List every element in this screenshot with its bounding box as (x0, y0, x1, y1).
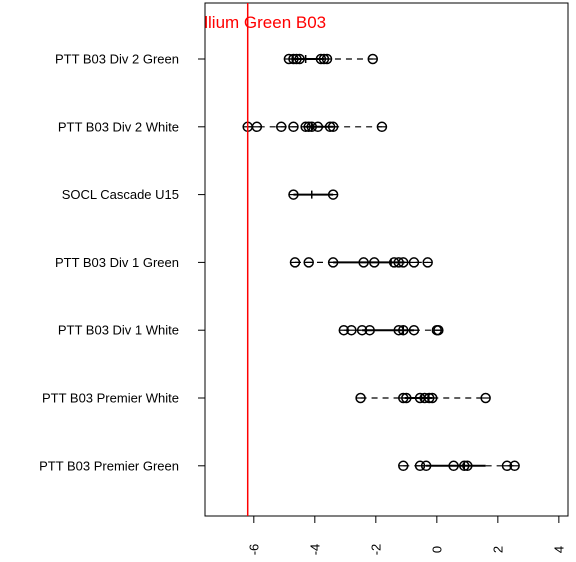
category-label: PTT B03 Premier White (42, 391, 179, 406)
box-6 (355, 392, 491, 404)
category-label: PTT B03 Div 2 Green (55, 52, 179, 67)
value-tick-label: -4 (307, 544, 322, 556)
box-2 (242, 121, 388, 133)
category-label: PTT B03 Div 2 White (58, 119, 179, 134)
category-label: PTT B03 Premier Green (39, 458, 179, 473)
box-7 (398, 460, 520, 472)
value-tick-label: 2 (490, 546, 505, 553)
box-4 (289, 257, 433, 268)
category-label: PTT B03 Div 1 Green (55, 255, 179, 270)
value-tick-label: 4 (551, 546, 566, 553)
reference-line-label: Beryllium Green B03 (169, 13, 326, 32)
box-series (242, 53, 520, 472)
value-axis: -6 -4 -2 0 2 4 (246, 515, 566, 556)
category-label: PTT B03 Div 1 White (58, 323, 179, 338)
box-1 (283, 53, 379, 65)
box-5 (338, 324, 444, 336)
value-tick-label: 0 (429, 546, 444, 553)
plot-border (204, 2, 569, 517)
category-label: SOCL Cascade U15 (62, 187, 179, 202)
category-axis: PTT B03 Div 2 Green PTT B03 Div 2 White SO… (39, 52, 206, 473)
value-tick-label: -2 (368, 544, 383, 556)
reference-group: Beryllium Green B03 (169, 3, 326, 516)
box-3 (288, 189, 339, 200)
value-tick-label: -6 (246, 544, 261, 556)
